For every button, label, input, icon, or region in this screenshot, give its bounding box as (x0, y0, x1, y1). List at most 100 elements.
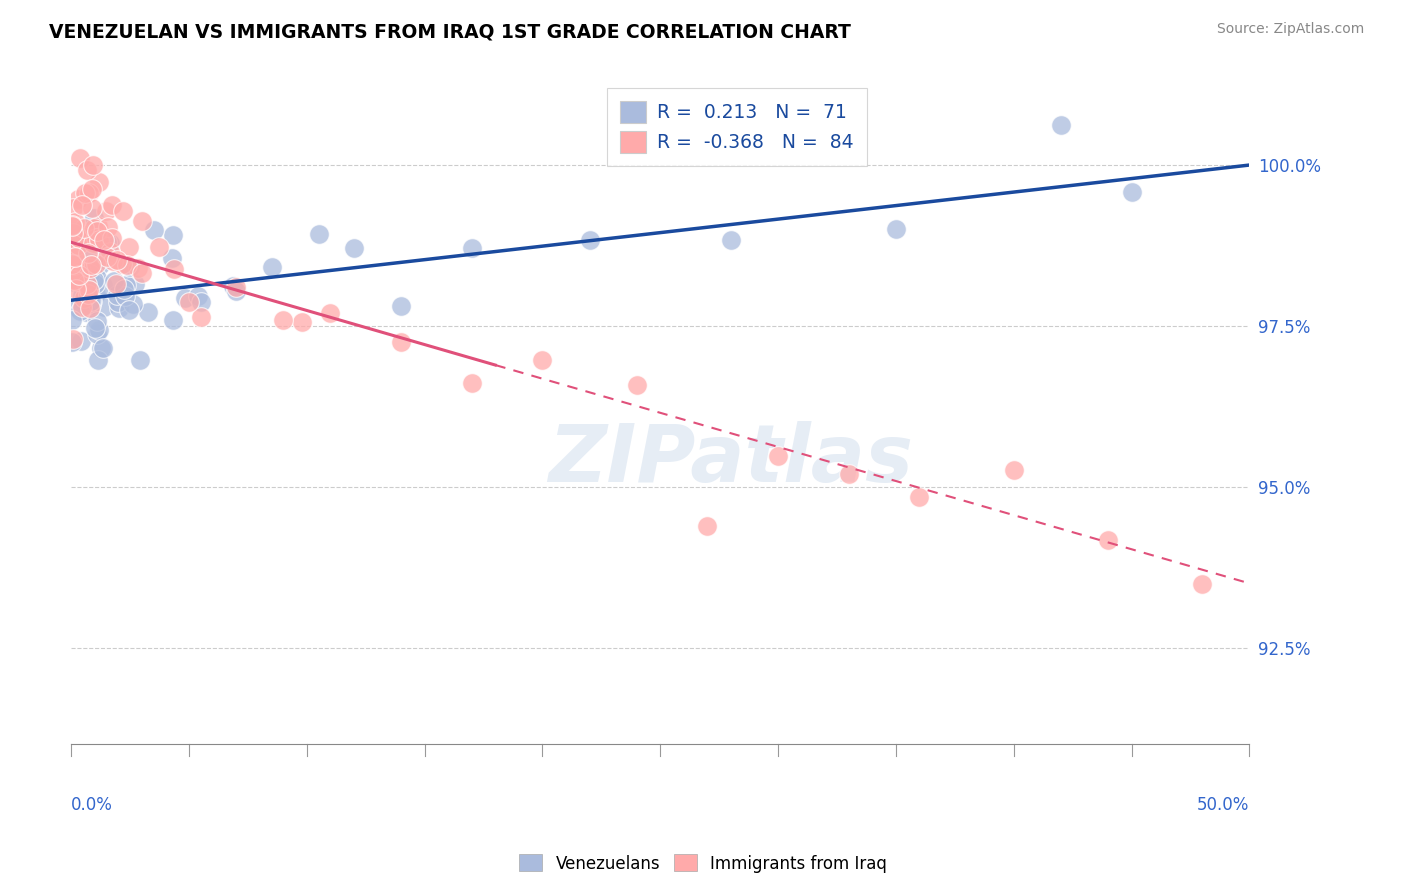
Point (66, 274, 89, 288)
Point (82, 158, 104, 172)
Point (80, 293, 103, 308)
Point (62, 201, 84, 215)
Point (76, 227, 98, 242)
Point (118, 239, 141, 253)
Point (70, 334, 93, 349)
Point (63, 225, 86, 239)
Point (77, 186, 100, 200)
Point (80, 277, 103, 291)
Point (80, 182, 103, 196)
Point (94, 204, 117, 219)
Point (117, 303, 139, 318)
Point (96, 250, 118, 264)
Point (98, 244, 121, 259)
Point (162, 228, 184, 243)
Point (83, 273, 105, 287)
Point (62, 257, 84, 271)
Point (80, 258, 103, 272)
Point (80, 294, 103, 309)
Point (838, 467, 860, 481)
Point (531, 353, 554, 368)
Point (70, 268, 93, 283)
Point (148, 240, 170, 254)
Point (112, 282, 135, 296)
Point (111, 256, 134, 270)
Point (79, 260, 101, 275)
Point (86, 270, 108, 285)
Point (101, 198, 124, 212)
Point (162, 313, 184, 327)
Point (163, 262, 186, 277)
Point (87, 323, 110, 337)
Point (67, 231, 90, 245)
Point (62, 334, 84, 349)
Point (112, 204, 135, 219)
Point (84, 257, 107, 271)
Point (389, 334, 412, 349)
Point (86, 225, 108, 239)
Point (291, 315, 314, 329)
Point (103, 275, 125, 289)
Point (94, 238, 117, 252)
Point (63, 250, 86, 264)
Point (62, 313, 84, 327)
Point (82, 201, 104, 215)
Point (76, 245, 98, 260)
Text: ZIPatlas: ZIPatlas (548, 421, 914, 500)
Point (114, 278, 136, 293)
Point (70, 264, 93, 278)
Point (1050, 118, 1073, 132)
Point (160, 251, 183, 265)
Point (65, 250, 87, 264)
Point (1002, 463, 1025, 477)
Point (766, 449, 789, 463)
Point (101, 231, 124, 245)
Point (72, 197, 94, 211)
Point (108, 301, 131, 315)
Point (62, 244, 84, 259)
Point (343, 241, 366, 255)
Point (76, 162, 98, 177)
Point (104, 277, 127, 292)
Point (190, 294, 212, 309)
Point (73, 268, 96, 282)
Point (67, 268, 90, 283)
Point (89, 258, 111, 272)
Point (131, 266, 153, 280)
Point (389, 299, 412, 313)
Point (93, 233, 115, 247)
Point (107, 294, 129, 309)
Point (105, 288, 128, 302)
Point (82, 235, 104, 250)
Point (91, 277, 114, 292)
Point (142, 223, 165, 237)
Point (87, 175, 110, 189)
Point (66, 300, 89, 314)
Point (225, 285, 247, 299)
Point (173, 291, 195, 305)
Point (63, 275, 86, 289)
Point (87, 233, 110, 247)
Point (90, 247, 112, 261)
Point (103, 254, 125, 268)
Point (72, 230, 94, 244)
Point (63, 259, 86, 273)
Point (79, 267, 101, 281)
Point (131, 214, 153, 228)
Text: 0.0%: 0.0% (72, 796, 112, 814)
Point (461, 376, 484, 391)
Point (177, 294, 200, 309)
Point (67, 192, 90, 206)
Point (62, 218, 84, 232)
Legend: Venezuelans, Immigrants from Iraq: Venezuelans, Immigrants from Iraq (512, 847, 894, 880)
Point (83, 321, 105, 335)
Point (65, 215, 87, 229)
Point (62, 332, 84, 346)
Text: 50.0%: 50.0% (1197, 796, 1250, 814)
Point (83, 277, 105, 292)
Point (84, 286, 107, 301)
Point (696, 519, 718, 533)
Point (93, 301, 115, 315)
Point (75, 186, 97, 200)
Point (73, 221, 96, 235)
